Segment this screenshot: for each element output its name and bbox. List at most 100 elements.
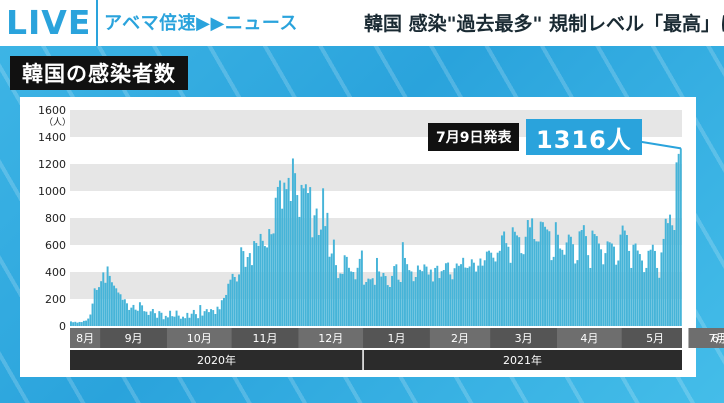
bar <box>404 257 406 326</box>
bar <box>132 304 135 326</box>
y-tick-label: 1400 <box>38 131 66 144</box>
bar <box>526 220 529 326</box>
bar <box>638 254 641 326</box>
bar <box>322 188 325 326</box>
bar <box>488 250 490 326</box>
bar <box>550 260 553 326</box>
bar <box>279 180 281 326</box>
bar <box>572 244 575 326</box>
month-band <box>166 328 232 348</box>
bar <box>115 288 118 326</box>
bar <box>677 153 680 327</box>
bar <box>483 260 486 326</box>
bar <box>164 315 167 327</box>
bar <box>416 265 419 326</box>
bar <box>557 234 559 326</box>
bar <box>653 250 656 326</box>
bar <box>270 234 273 326</box>
bar <box>591 230 594 326</box>
bar <box>130 307 133 326</box>
bar <box>177 315 180 326</box>
bar <box>319 229 322 326</box>
bar <box>324 226 327 326</box>
bar <box>80 322 83 326</box>
bar <box>494 261 497 326</box>
bar <box>645 267 648 326</box>
x-tick-label: 2月 <box>451 332 469 345</box>
bar <box>509 262 512 326</box>
bar <box>149 311 152 326</box>
bar <box>365 281 368 326</box>
bar <box>78 321 81 326</box>
bar <box>388 286 391 326</box>
bar <box>565 242 568 326</box>
bar <box>143 311 146 326</box>
bar <box>613 246 615 326</box>
bar <box>240 247 243 326</box>
bar <box>74 321 77 326</box>
bar <box>451 279 454 326</box>
bar <box>503 231 506 326</box>
y-axis-unit: （人） <box>44 117 71 128</box>
bar <box>444 263 447 326</box>
month-band <box>429 328 491 348</box>
bar <box>298 216 301 326</box>
x-tick-label: 6月 <box>712 332 724 345</box>
bar <box>434 267 437 326</box>
month-band <box>298 328 364 348</box>
bar <box>160 312 163 326</box>
bar <box>623 230 626 326</box>
bar <box>669 214 672 327</box>
bar <box>169 310 172 326</box>
callout-line <box>635 140 682 150</box>
bar <box>257 245 260 326</box>
bar <box>419 269 422 326</box>
bar <box>625 235 628 326</box>
bar <box>182 316 184 326</box>
bar <box>343 255 346 326</box>
bar <box>87 318 90 326</box>
bar <box>447 262 450 326</box>
bar <box>98 287 100 326</box>
bar <box>294 173 297 326</box>
bar <box>490 252 493 326</box>
bar <box>535 241 538 326</box>
bar <box>179 318 182 326</box>
bar <box>472 262 475 326</box>
bar <box>408 270 411 326</box>
bar <box>554 222 557 326</box>
bar <box>175 310 178 326</box>
bar <box>595 236 598 326</box>
bar <box>412 281 415 326</box>
bar <box>354 279 357 326</box>
bar <box>498 250 501 326</box>
bar <box>261 240 264 326</box>
bar <box>649 249 652 326</box>
bar <box>455 263 458 326</box>
bar <box>147 314 150 326</box>
bar <box>429 269 432 326</box>
bar <box>311 237 314 326</box>
bar <box>600 249 603 326</box>
bar <box>386 285 389 326</box>
bar <box>610 243 613 326</box>
bar <box>395 264 398 326</box>
bar <box>593 234 596 326</box>
year-label: 2020年 <box>197 353 236 367</box>
bar <box>171 316 174 326</box>
bar <box>371 278 374 326</box>
bar <box>216 306 219 326</box>
bar <box>529 227 531 326</box>
bar <box>251 265 253 326</box>
bar <box>468 266 471 326</box>
bar <box>376 257 378 326</box>
bar <box>194 314 197 326</box>
bar <box>337 278 340 326</box>
y-tick-label: 0 <box>59 320 66 333</box>
bar <box>190 313 193 326</box>
bar <box>522 254 525 326</box>
bar <box>462 257 465 326</box>
bar <box>363 284 366 326</box>
bar <box>397 279 400 326</box>
bar <box>511 227 514 326</box>
